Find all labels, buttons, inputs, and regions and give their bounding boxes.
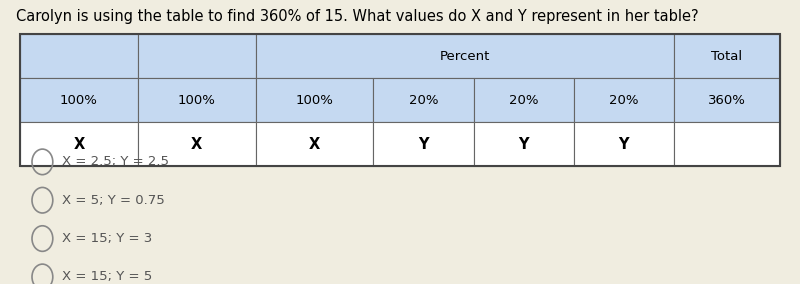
Bar bbox=[256, 122, 374, 166]
Text: 100%: 100% bbox=[178, 94, 216, 106]
Bar bbox=[374, 78, 474, 122]
Bar bbox=[256, 34, 674, 78]
Text: X = 5; Y = 0.75: X = 5; Y = 0.75 bbox=[62, 194, 165, 207]
Text: Total: Total bbox=[711, 50, 742, 62]
Text: 20%: 20% bbox=[509, 94, 538, 106]
Text: Carolyn is using the table to find 360% of 15. What values do X and Y represent : Carolyn is using the table to find 360% … bbox=[16, 9, 698, 24]
Text: X: X bbox=[309, 137, 320, 152]
Bar bbox=[138, 78, 256, 122]
Text: 20%: 20% bbox=[409, 94, 438, 106]
Text: X: X bbox=[191, 137, 202, 152]
Text: Y: Y bbox=[518, 137, 529, 152]
Text: 100%: 100% bbox=[60, 94, 98, 106]
Text: X = 2.5; Y = 2.5: X = 2.5; Y = 2.5 bbox=[62, 155, 170, 168]
Text: X = 15; Y = 5: X = 15; Y = 5 bbox=[62, 270, 153, 283]
Bar bbox=[474, 122, 574, 166]
Text: 360%: 360% bbox=[708, 94, 746, 106]
Bar bbox=[256, 78, 374, 122]
Bar bbox=[20, 34, 780, 166]
Text: 20%: 20% bbox=[609, 94, 638, 106]
Text: Y: Y bbox=[618, 137, 629, 152]
Bar bbox=[374, 122, 474, 166]
Text: Percent: Percent bbox=[440, 50, 490, 62]
Text: Y: Y bbox=[418, 137, 429, 152]
Text: X: X bbox=[74, 137, 85, 152]
Bar bbox=[574, 122, 674, 166]
Bar bbox=[574, 78, 674, 122]
Bar bbox=[674, 78, 780, 122]
Text: 100%: 100% bbox=[296, 94, 334, 106]
Bar bbox=[138, 122, 256, 166]
Text: X = 15; Y = 3: X = 15; Y = 3 bbox=[62, 232, 153, 245]
Bar bbox=[674, 34, 780, 78]
Bar bbox=[20, 78, 138, 122]
Bar bbox=[674, 122, 780, 166]
Bar bbox=[20, 122, 138, 166]
Bar bbox=[138, 34, 256, 78]
Bar bbox=[20, 34, 138, 78]
Bar bbox=[474, 78, 574, 122]
